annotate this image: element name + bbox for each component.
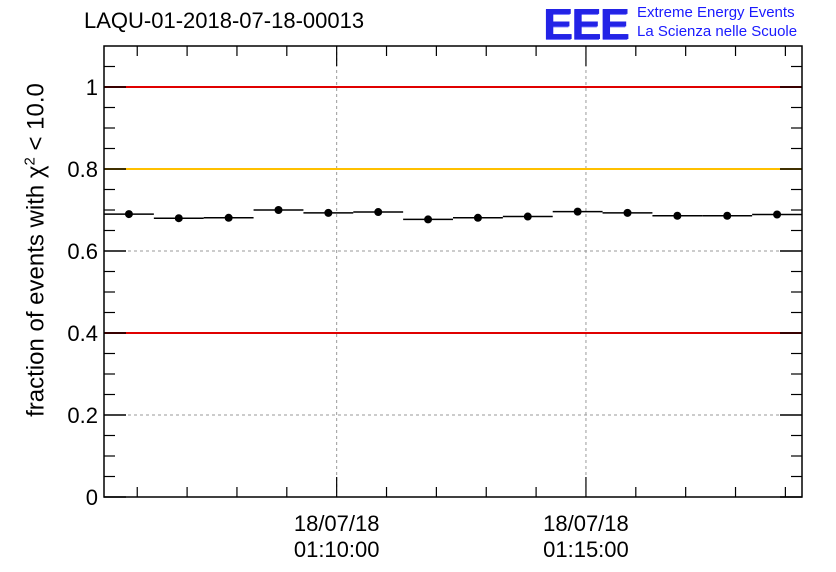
x-tick-label-time-0: 01:10:00 bbox=[294, 537, 380, 562]
data-point-13 bbox=[752, 210, 802, 219]
data-point-marker-13 bbox=[773, 210, 782, 219]
data-point-marker-5 bbox=[374, 208, 383, 217]
data-point-7 bbox=[453, 213, 503, 222]
data-point-12 bbox=[702, 211, 753, 220]
data-point-marker-4 bbox=[324, 208, 333, 217]
reference-lines bbox=[104, 86, 802, 334]
data-point-marker-6 bbox=[424, 215, 433, 224]
data-point-marker-7 bbox=[473, 213, 482, 222]
data-point-marker-0 bbox=[124, 210, 133, 219]
data-point-marker-11 bbox=[673, 211, 682, 220]
data-point-3 bbox=[253, 206, 304, 214]
y-tick-label-0: 0 bbox=[86, 485, 98, 510]
data-point-11 bbox=[652, 211, 703, 220]
x-tick-label-time-1: 01:15:00 bbox=[543, 537, 629, 562]
x-tick-label-date-0: 18/07/18 bbox=[294, 511, 380, 536]
data-point-marker-1 bbox=[174, 214, 183, 223]
data-point-marker-9 bbox=[573, 207, 582, 216]
grid bbox=[104, 46, 802, 497]
data-point-6 bbox=[403, 215, 453, 224]
data-point-8 bbox=[502, 212, 553, 221]
data-point-marker-2 bbox=[224, 213, 233, 222]
data-point-10 bbox=[602, 208, 653, 217]
y-tick-label-4: 0.8 bbox=[67, 157, 98, 182]
data-point-marker-3 bbox=[274, 206, 283, 214]
eee-logo: EEE bbox=[543, 0, 629, 49]
plot-frame bbox=[103, 45, 803, 498]
data-point-5 bbox=[353, 208, 404, 217]
y-tick-label-5: 1 bbox=[86, 75, 98, 100]
tick-labels: 00.20.40.60.8118/07/1801:10:0018/07/1801… bbox=[67, 75, 628, 562]
logo-text: Extreme Energy Events La Scienza nelle S… bbox=[637, 3, 797, 41]
data-point-4 bbox=[303, 208, 354, 217]
data-point-0 bbox=[104, 210, 154, 219]
y-tick-label-3: 0.6 bbox=[67, 239, 98, 264]
axis-ticks bbox=[104, 46, 802, 498]
data-points bbox=[104, 206, 802, 224]
data-point-1 bbox=[153, 214, 204, 223]
data-point-marker-8 bbox=[523, 212, 532, 221]
x-tick-label-date-1: 18/07/18 bbox=[543, 511, 629, 536]
chart-title: LAQU-01-2018-07-18-00013 bbox=[84, 8, 365, 33]
logo-line-2: La Scienza nelle Scuole bbox=[637, 23, 798, 40]
y-tick-label-1: 0.2 bbox=[67, 403, 98, 428]
y-tick-label-2: 0.4 bbox=[67, 321, 98, 346]
data-point-9 bbox=[552, 207, 603, 216]
logo-line-1: Extreme Energy Events bbox=[637, 4, 795, 21]
data-point-marker-12 bbox=[723, 211, 732, 220]
data-point-2 bbox=[203, 213, 254, 222]
data-point-marker-10 bbox=[623, 208, 632, 217]
